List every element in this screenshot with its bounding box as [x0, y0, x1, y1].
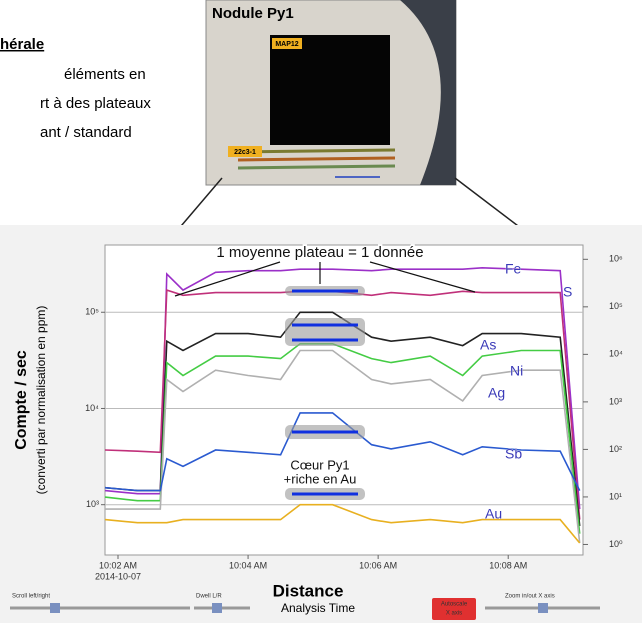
- y2-tick-label: 10³: [609, 396, 622, 406]
- annotation: +riche en Au: [284, 471, 357, 486]
- slider-thumb[interactable]: [50, 603, 60, 613]
- plateau-box: [285, 318, 365, 346]
- series-label: S: [563, 284, 572, 300]
- spot-label: 22c3-1: [234, 149, 256, 156]
- control-label: Dwell L/R: [196, 594, 222, 600]
- y2-tick-label: 10⁵: [609, 301, 623, 311]
- x-axis-title: Distance: [273, 581, 344, 600]
- y2-tick-label: 10¹: [609, 491, 622, 501]
- y2-tick-label: 10⁶: [609, 254, 623, 264]
- slider-thumb[interactable]: [538, 603, 548, 613]
- x-date-label: 2014-10-07: [95, 571, 141, 581]
- control-label: Zoom in/out X axis: [505, 594, 555, 600]
- series-label: Ag: [488, 385, 505, 401]
- y2-tick-label: 10²: [609, 444, 622, 454]
- series-label: Au: [485, 506, 502, 522]
- annotation: 1 moyenne plateau = 1 donnée: [216, 244, 423, 261]
- series-label: Ni: [510, 363, 523, 379]
- autoscale-label: X axis: [446, 611, 462, 617]
- map-label: MAP12: [275, 41, 298, 48]
- map-square: [270, 35, 390, 145]
- x-tick-label: 10:04 AM: [229, 560, 267, 570]
- y-axis-note: (converti par normalisation en ppm): [34, 306, 48, 495]
- y-tick-label: 10⁴: [85, 403, 99, 413]
- series-label: Sb: [505, 446, 522, 462]
- y2-tick-label: 10⁰: [609, 539, 623, 549]
- x-tick-label: 10:08 AM: [489, 560, 527, 570]
- annotation: Cœur Py1: [290, 457, 349, 472]
- y2-tick-label: 10⁴: [609, 349, 623, 359]
- analysis-time-label: Analysis Time: [281, 601, 355, 615]
- control-label: Scroll left/right: [12, 594, 50, 600]
- x-tick-label: 10:06 AM: [359, 560, 397, 570]
- x-tick-label: 10:02 AM: [99, 560, 137, 570]
- slide-heading: hérale: [0, 36, 44, 53]
- photo: MAP12 22c3-1 Nodule Py1: [206, 0, 456, 185]
- slide-line: rt à des plateaux: [40, 95, 151, 112]
- y-axis-title: Compte / sec: [13, 350, 30, 450]
- photo-title: Nodule Py1: [212, 5, 294, 22]
- slide-line: éléments en: [64, 66, 146, 83]
- series-label: As: [480, 337, 496, 353]
- slider-thumb[interactable]: [212, 603, 222, 613]
- ablation-track: [238, 158, 395, 160]
- page: {"slide": {"heading": "hérale", "lines":…: [0, 0, 642, 623]
- series-label: Fe: [505, 261, 522, 277]
- y-tick-label: 10³: [86, 499, 99, 509]
- page-canvas: hérale éléments en rt à des plateaux ant…: [0, 0, 642, 623]
- slide-line: ant / standard: [40, 124, 132, 141]
- y-tick-label: 10⁵: [85, 307, 99, 317]
- autoscale-label: Autoscale: [441, 602, 468, 608]
- ablation-track: [238, 166, 395, 168]
